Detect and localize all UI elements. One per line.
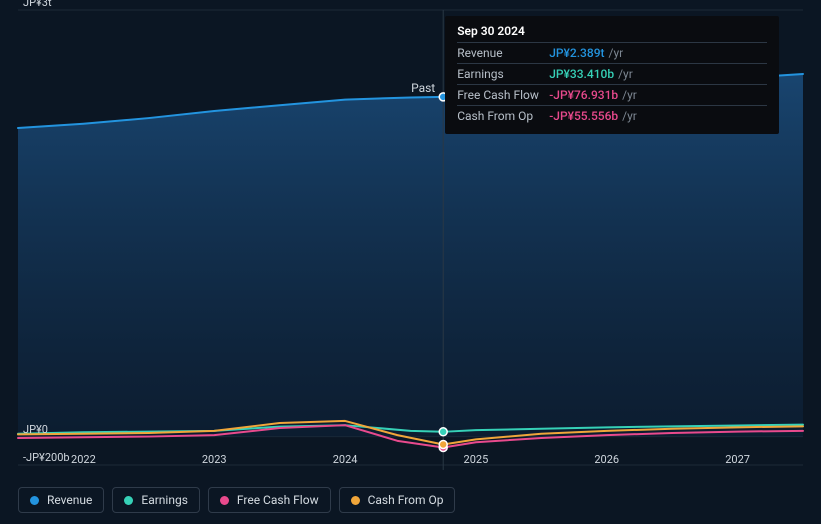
tooltip-row-suffix: /yr <box>609 46 624 60</box>
x-tick-label: 2027 <box>718 453 758 466</box>
legend-label: Revenue <box>47 493 92 507</box>
legend-swatch <box>124 496 133 505</box>
y-tick-label: JP¥3t <box>23 0 52 9</box>
legend-swatch <box>220 496 229 505</box>
tooltip-row-label: Revenue <box>457 46 549 60</box>
legend-label: Cash From Op <box>368 493 444 507</box>
tooltip-row-label: Cash From Op <box>457 109 549 123</box>
tooltip-row-value: JP¥33.410b <box>549 67 614 81</box>
legend-item[interactable]: Free Cash Flow <box>208 487 331 513</box>
tooltip-row-value: -JP¥55.556b <box>549 109 618 123</box>
tooltip-row-value: JP¥2.389t <box>549 46 604 60</box>
past-label: Past <box>411 81 435 95</box>
x-tick-label: 2026 <box>587 453 627 466</box>
tooltip-row-label: Free Cash Flow <box>457 88 549 102</box>
legend-label: Free Cash Flow <box>237 493 319 507</box>
tooltip-row-suffix: /yr <box>618 67 633 81</box>
tooltip-row-suffix: /yr <box>622 88 637 102</box>
legend-item[interactable]: Cash From Op <box>339 487 456 513</box>
legend-item[interactable]: Revenue <box>18 487 104 513</box>
tooltip-row-label: Earnings <box>457 67 549 81</box>
legend-swatch <box>351 496 360 505</box>
tooltip-row: Free Cash Flow-JP¥76.931b/yr <box>457 84 767 105</box>
tooltip-row-suffix: /yr <box>622 109 637 123</box>
x-tick-label: 2022 <box>63 453 103 466</box>
hover-tooltip: Sep 30 2024 RevenueJP¥2.389t/yrEarningsJ… <box>445 16 779 134</box>
x-tick-label: 2024 <box>325 453 365 466</box>
x-tick-label: 2023 <box>194 453 234 466</box>
x-tick-label: 2025 <box>456 453 496 466</box>
tooltip-row-value: -JP¥76.931b <box>549 88 618 102</box>
tooltip-row: RevenueJP¥2.389t/yr <box>457 42 767 63</box>
legend-label: Earnings <box>141 493 188 507</box>
financial-forecast-chart: JP¥3tJP¥0-JP¥200b 2022202320242025202620… <box>0 0 821 524</box>
tooltip-date: Sep 30 2024 <box>457 24 767 38</box>
tooltip-row: Cash From Op-JP¥55.556b/yr <box>457 105 767 126</box>
y-tick-label: JP¥0 <box>23 423 48 436</box>
chart-legend: Revenue Earnings Free Cash Flow Cash From O… <box>18 487 455 513</box>
legend-item[interactable]: Earnings <box>112 487 200 513</box>
tooltip-row: EarningsJP¥33.410b/yr <box>457 63 767 84</box>
legend-swatch <box>30 496 39 505</box>
